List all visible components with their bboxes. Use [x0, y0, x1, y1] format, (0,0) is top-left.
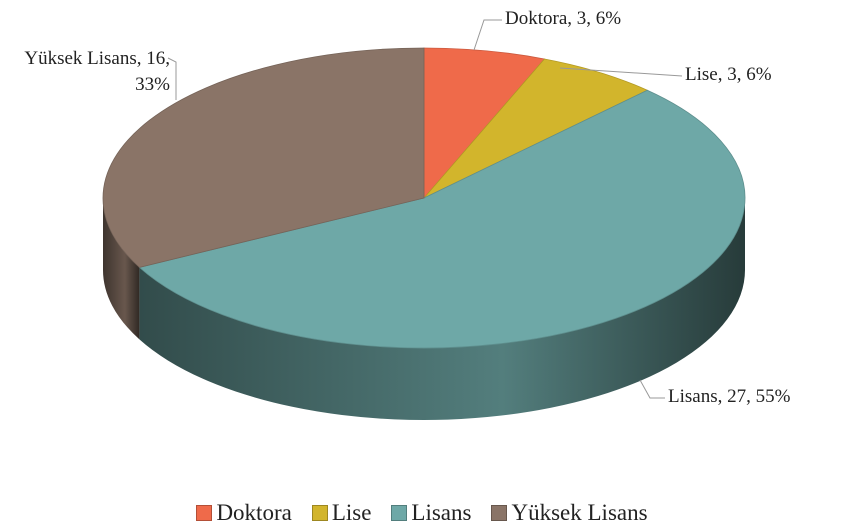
legend: Doktora Lise Lisans Yüksek Lisans [0, 500, 844, 526]
legend-swatch [311, 505, 328, 521]
slice-side [103, 198, 140, 340]
slice [423, 58, 649, 199]
leader-line [167, 57, 177, 100]
legend-label: Doktora [216, 500, 292, 525]
data-label: Doktora, 3, 6% [505, 8, 622, 29]
legend-label: Lisans [411, 500, 472, 525]
leader-line [473, 19, 502, 51]
legend-label: Yüksek Lisans [511, 500, 648, 525]
slice [423, 47, 546, 200]
pie-canvas [102, 19, 746, 420]
legend-swatch [196, 505, 213, 521]
data-label: Yüksek Lisans, 16, 33% [24, 48, 170, 95]
slice-side [139, 198, 746, 420]
data-label: Lise, 3, 6% [685, 64, 772, 85]
slice [138, 89, 746, 349]
legend-label: Lise [331, 500, 372, 525]
leader-line [639, 379, 665, 399]
legend-item: Lisans [391, 500, 471, 526]
legend-item: Doktora [196, 500, 292, 526]
data-label: Lisans, 27, 55% [668, 386, 791, 407]
legend-item: Lise [311, 500, 372, 526]
legend-swatch [491, 505, 508, 521]
leader-line [559, 67, 683, 77]
legend-swatch [391, 505, 408, 521]
slice [102, 47, 425, 268]
legend-item: Yüksek Lisans [491, 500, 648, 526]
